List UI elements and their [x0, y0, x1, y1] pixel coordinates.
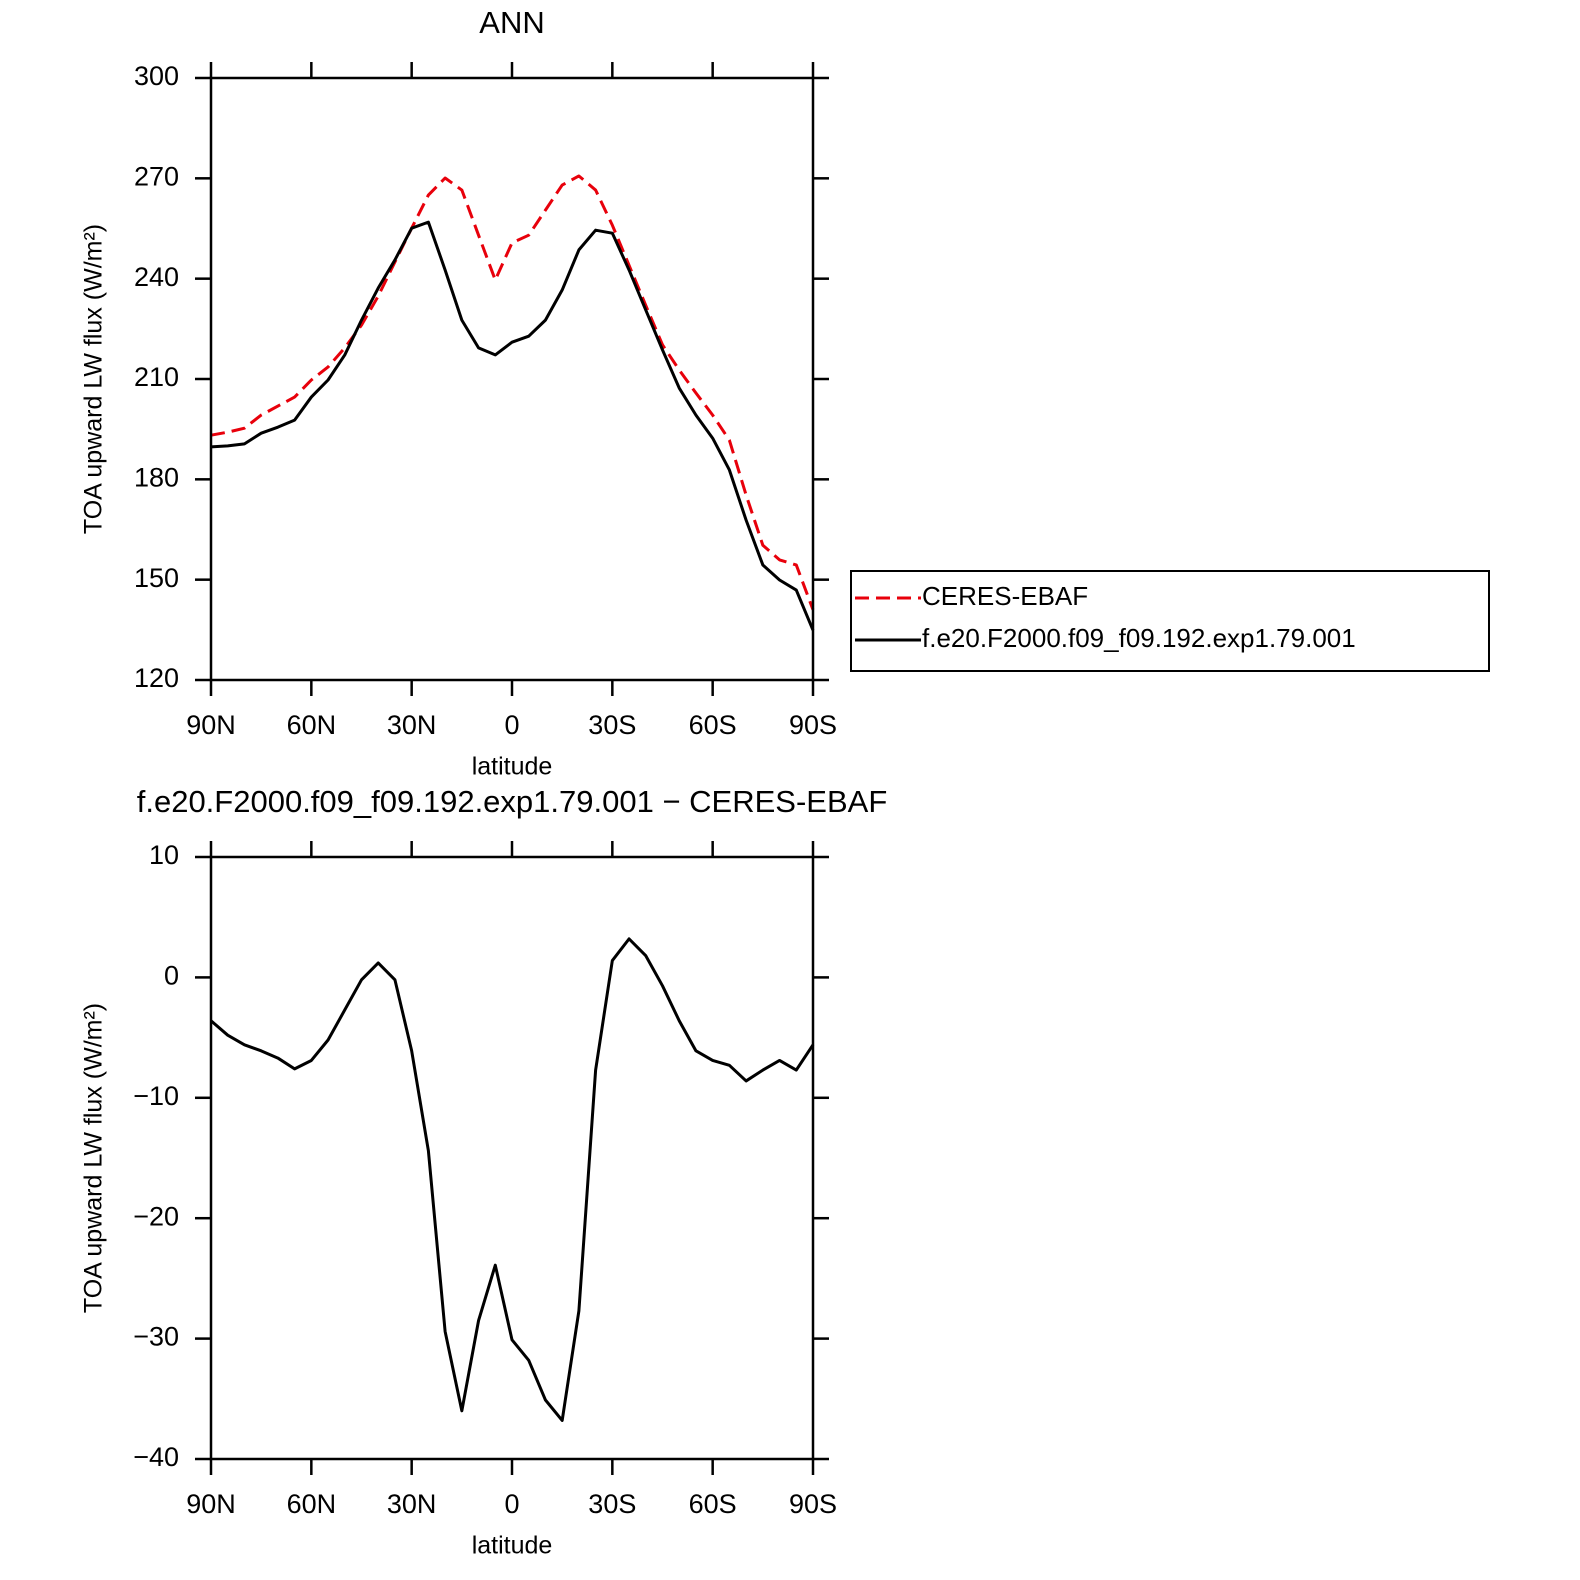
y-tick-label: 150 [134, 563, 179, 593]
x-tick-label: 60N [287, 1489, 337, 1519]
y-tick-label: 210 [134, 362, 179, 392]
plot-frame [209, 855, 815, 1461]
y-axis-title: TOA upward LW flux (W/m²) [80, 1003, 108, 1313]
data-line [210, 220, 815, 631]
x-tick-label: 60S [689, 1489, 737, 1519]
x-tick-label: 30N [387, 1489, 437, 1519]
y-tick-label: 120 [134, 663, 179, 693]
plot-title: ANN [479, 5, 544, 40]
x-tick-label: 90N [186, 710, 236, 740]
y-axis-title: TOA upward LW flux (W/m²) [80, 224, 108, 534]
x-tick-label: 30N [387, 710, 437, 740]
legend-label: CERES-EBAF [922, 581, 1088, 611]
data-line [210, 174, 815, 611]
x-axis-title: latitude [472, 753, 553, 781]
y-tick-label: 0 [164, 961, 179, 991]
x-tick-label: 0 [504, 1489, 519, 1519]
x-axis-title: latitude [472, 1532, 553, 1560]
x-tick-label: 90S [789, 710, 837, 740]
x-tick-label: 0 [504, 710, 519, 740]
y-tick-label: −40 [133, 1442, 179, 1472]
x-tick-label: 90N [186, 1489, 236, 1519]
y-tick-label: 240 [134, 262, 179, 292]
legend-box [850, 570, 1490, 672]
y-tick-label: 300 [134, 61, 179, 91]
x-tick-label: 60N [287, 710, 337, 740]
legend: CERES-EBAF f.e20.F2000.f09_f09.192.exp1.7… [850, 570, 1490, 672]
y-tick-label: −10 [133, 1081, 179, 1111]
plot-frame [209, 76, 815, 682]
data-line [210, 937, 815, 1422]
y-tick-label: 180 [134, 462, 179, 492]
x-tick-label: 90S [789, 1489, 837, 1519]
y-tick-label: 270 [134, 161, 179, 191]
y-tick-label: −30 [133, 1322, 179, 1352]
x-tick-label: 30S [588, 1489, 636, 1519]
plot-title: f.e20.F2000.f09_f09.192.exp1.79.001 − CE… [137, 784, 888, 819]
x-tick-label: 60S [689, 710, 737, 740]
y-tick-label: −20 [133, 1201, 179, 1231]
x-tick-label: 30S [588, 710, 636, 740]
y-tick-label: 10 [149, 840, 179, 870]
legend-label: f.e20.F2000.f09_f09.192.exp1.79.001 [922, 623, 1356, 653]
